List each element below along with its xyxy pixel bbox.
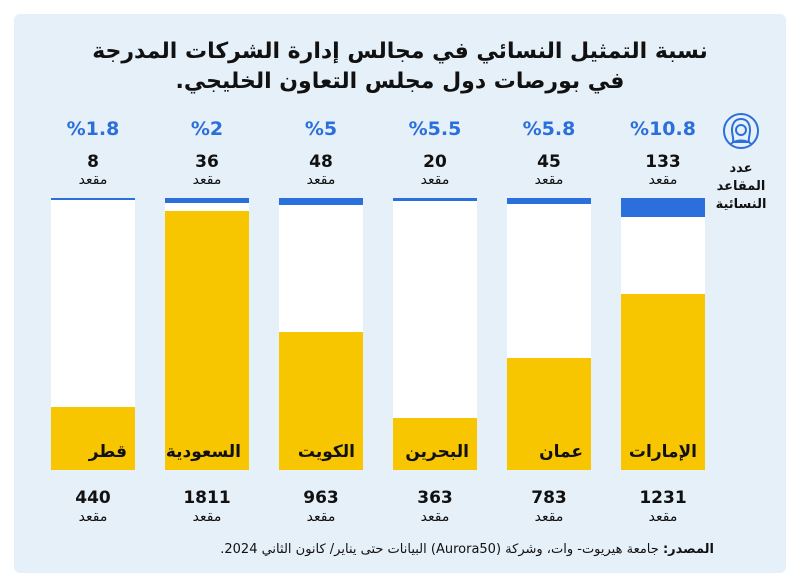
bar-women-seats [279,198,363,205]
women-seat-count: 36 [195,152,219,172]
women-seat-count: 45 [537,152,561,172]
percent-label: %10.8 [630,118,696,140]
total-seat-count: 1231 [639,488,687,508]
country-label: البحرين [405,442,469,462]
legend-label: عدد المقاعد النسائية [705,160,777,214]
women-seat-count: 8 [87,152,99,172]
total-seat-count: 963 [303,488,339,508]
percent-label: %5.8 [522,118,576,140]
bar-total-seats [165,210,249,470]
bar-5: قطر [51,198,135,470]
seat-unit-label: مقعد [192,509,222,525]
source-note: المصدر: جامعة هيريوت- وات، وشركة (Aurora… [220,542,714,557]
women-seat-count: 133 [645,152,681,172]
bar-total-seats [507,357,591,470]
women-seat-count: 20 [423,152,447,172]
bar-0: الإمارات [621,198,705,470]
percent-label: %1.8 [66,118,120,140]
seat-unit-label: مقعد [306,172,336,188]
bar-4: السعودية [165,198,249,470]
seat-unit-label: مقعد [648,172,678,188]
seat-unit-label: مقعد [534,509,564,525]
country-label: الكويت [297,442,355,462]
bar-1: عمان [507,198,591,470]
country-label: قطر [88,442,127,462]
country-label: عمان [539,442,583,462]
bar-women-seats [507,198,591,205]
total-seat-count: 363 [417,488,453,508]
bar-3: الكويت [279,198,363,470]
country-label: الإمارات [628,442,697,462]
legend-label-line2: النسائية [715,197,767,212]
chart-title-line1: نسبة التمثيل النسائي في مجالس إدارة الشر… [92,39,708,64]
country-label: السعودية [165,442,241,462]
bar-women-seats [621,198,705,218]
source-label: المصدر: [662,542,714,557]
bar-total-seats [51,407,135,470]
seat-unit-label: مقعد [306,509,336,525]
chart-title-line2: في بورصات دول مجلس التعاون الخليجي. [175,69,625,94]
seat-unit-label: مقعد [420,172,450,188]
percent-label: %2 [190,118,224,140]
bar-women-seats [393,198,477,201]
percent-label: %5 [304,118,338,140]
women-seat-count: 48 [309,152,333,172]
bar-total-seats [393,418,477,470]
bar-2: البحرين [393,198,477,470]
seat-unit-label: مقعد [534,172,564,188]
seat-unit-label: مقعد [420,509,450,525]
bar-total-seats [279,332,363,470]
source-text: جامعة هيريوت- وات، وشركة (Aurora50) البي… [220,542,659,557]
bar-women-seats [51,198,135,200]
bar-women-seats [165,198,249,204]
seat-unit-label: مقعد [78,172,108,188]
seat-unit-label: مقعد [192,172,222,188]
seat-unit-label: مقعد [78,509,108,525]
woman-hijab-icon [723,113,759,149]
seat-unit-label: مقعد [648,509,678,525]
total-seat-count: 440 [75,488,111,508]
total-seat-count: 1811 [183,488,231,508]
percent-label: %5.5 [408,118,462,140]
legend-label-line1: عدد المقاعد [716,161,766,194]
total-seat-count: 783 [531,488,567,508]
bar-total-seats [621,293,705,470]
